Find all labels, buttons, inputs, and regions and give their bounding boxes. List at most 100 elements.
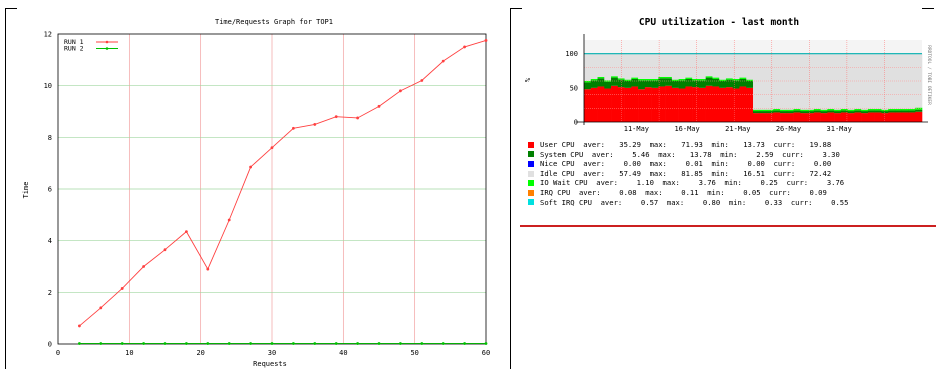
- legend-marker-run-1: [105, 40, 109, 44]
- cpu-legend-name: IRQ CPU: [540, 187, 571, 197]
- series-2-point: [270, 342, 274, 345]
- cpu-stack-user-cpu: [719, 87, 727, 122]
- cpu-stack-user-cpu: [827, 112, 835, 122]
- series-2-point: [206, 342, 210, 345]
- cpu-stack-idle-cpu: [786, 53, 794, 110]
- cpu-stack-user-cpu: [611, 85, 619, 122]
- cpu-stack-user-cpu: [658, 86, 666, 122]
- cpu-stack-io-wait-cpu: [685, 77, 693, 79]
- cpu-legend-row: IRQ CPU aver: 0.08 max: 0.11 min: 0.05 curr…: [528, 188, 928, 198]
- cpu-stack-io-wait-cpu: [705, 76, 713, 78]
- cpu-stack-user-cpu: [671, 87, 679, 122]
- cpu-stack-idle-cpu: [847, 53, 855, 110]
- cpu-stack-system-cpu: [847, 111, 855, 114]
- cpu-stack-io-wait-cpu: [658, 76, 666, 79]
- cpu-stack-io-wait-cpu: [867, 109, 875, 111]
- series-2-point: [484, 342, 488, 345]
- series-2-point: [249, 342, 253, 345]
- cpu-stack-system-cpu: [901, 110, 909, 113]
- cpu-stack-idle-cpu: [617, 53, 625, 79]
- series-1-point: [420, 79, 424, 82]
- cpu-stack-io-wait-cpu: [786, 109, 794, 112]
- cpu-stack-system-cpu: [753, 111, 761, 114]
- legend-label-run-2: RUN 2: [64, 45, 84, 53]
- cpu-stack-system-cpu: [719, 81, 727, 88]
- cpu-stack-user-cpu: [813, 112, 821, 122]
- cpu-legend-max-value: 71.93: [681, 140, 703, 149]
- cpu-stack-idle-cpu: [874, 53, 882, 110]
- cpu-stack-io-wait-cpu: [590, 78, 598, 81]
- cpu-stack-user-cpu: [759, 113, 767, 122]
- cpu-stack-io-wait-cpu: [692, 78, 700, 81]
- frame-corner-right-vertical: [510, 8, 511, 369]
- cpu-stack-io-wait-cpu: [840, 109, 848, 111]
- left-y-tick-label: 4: [48, 237, 52, 245]
- cpu-legend-min-label: min:: [702, 168, 729, 178]
- cpu-legend-min-label: min:: [715, 178, 742, 188]
- cpu-stack-system-cpu: [894, 110, 903, 113]
- cpu-legend-name: System CPU: [540, 149, 584, 159]
- cpu-stack-io-wait-cpu: [611, 76, 619, 78]
- cpu-stack-system-cpu: [678, 80, 686, 89]
- time-requests-panel: Time/Requests Graph for TOP1 Time Reques…: [5, 8, 490, 369]
- cpu-stack-system-cpu: [624, 81, 632, 88]
- cpu-stack-io-wait-cpu: [604, 80, 612, 82]
- series-1-point: [399, 89, 402, 93]
- legend-label-run-1: RUN 1: [64, 38, 84, 46]
- cpu-stack-idle-cpu: [773, 53, 781, 110]
- cpu-stack-io-wait-cpu: [624, 79, 632, 81]
- cpu-stack-idle-cpu: [604, 53, 612, 81]
- cpu-stack-io-wait-cpu: [739, 77, 747, 79]
- series-1-point: [249, 165, 253, 169]
- cpu-stack-system-cpu: [746, 81, 754, 88]
- left-x-tick-label: 0: [56, 349, 60, 357]
- cpu-stack-system-cpu: [671, 81, 679, 88]
- cpu-stack-system-cpu: [725, 79, 734, 88]
- cpu-stack-user-cpu: [793, 112, 801, 122]
- series-line-1: [79, 40, 487, 327]
- cpu-legend-row: Idle CPU aver: 57.49 max: 81.85 min: 16.51 …: [528, 169, 928, 179]
- cpu-stack-io-wait-cpu: [780, 109, 788, 112]
- cpu-stack-io-wait-cpu: [901, 109, 909, 111]
- cpu-stack-idle-cpu: [820, 53, 828, 110]
- series-2-point: [463, 342, 466, 345]
- cpu-stack-idle-cpu: [584, 53, 592, 81]
- cpu-legend-min-value: 0.25: [760, 178, 778, 188]
- cpu-stack-user-cpu: [678, 88, 686, 122]
- cpu-stack-io-wait-cpu: [746, 79, 754, 81]
- cpu-legend-max-label: max:: [649, 149, 676, 159]
- cpu-legend-aver-value: 5.46: [632, 149, 650, 159]
- right-chart-title: CPU utilization - last month: [639, 17, 799, 28]
- cpu-legend-swatch: [528, 189, 534, 196]
- cpu-legend-max-label: max:: [636, 187, 663, 197]
- cpu-legend-name: Idle CPU: [540, 168, 575, 178]
- cpu-stack-io-wait-cpu: [719, 79, 727, 81]
- cpu-y-tick-label: 0: [574, 119, 578, 127]
- cpu-legend-curr-label: curr:: [764, 140, 796, 149]
- series-2-point: [78, 342, 81, 345]
- cpu-plot-area: [576, 34, 928, 125]
- series-1-point: [334, 115, 338, 119]
- cpu-legend-aver-value: 1.10: [636, 178, 654, 188]
- cpu-stack-user-cpu: [746, 87, 754, 122]
- cpu-stack-idle-cpu: [590, 53, 598, 79]
- cpu-stack-system-cpu: [793, 110, 801, 113]
- cpu-stack-system-cpu: [739, 78, 747, 87]
- series-2-point: [163, 342, 167, 345]
- left-x-tick-label: 40: [339, 349, 347, 357]
- cpu-legend-aver-label: aver:: [574, 159, 605, 169]
- cpu-stack-io-wait-cpu: [820, 109, 828, 112]
- cpu-legend-max-label: max:: [653, 178, 680, 188]
- cpu-y-tick-label: 100: [565, 50, 578, 58]
- cpu-stack-io-wait-cpu: [773, 109, 781, 111]
- cpu-stack-user-cpu: [786, 113, 794, 122]
- series-2-point: [356, 342, 359, 345]
- cpu-legend-curr-label: curr:: [777, 178, 809, 188]
- cpu-stack-system-cpu: [908, 110, 916, 113]
- series-2-point: [99, 342, 103, 345]
- cpu-stack-idle-cpu: [665, 53, 673, 77]
- cpu-stack-io-wait-cpu: [881, 109, 889, 112]
- cpu-stack-system-cpu: [827, 110, 835, 113]
- cpu-stack-user-cpu: [685, 86, 693, 122]
- cpu-stack-user-cpu: [888, 112, 896, 122]
